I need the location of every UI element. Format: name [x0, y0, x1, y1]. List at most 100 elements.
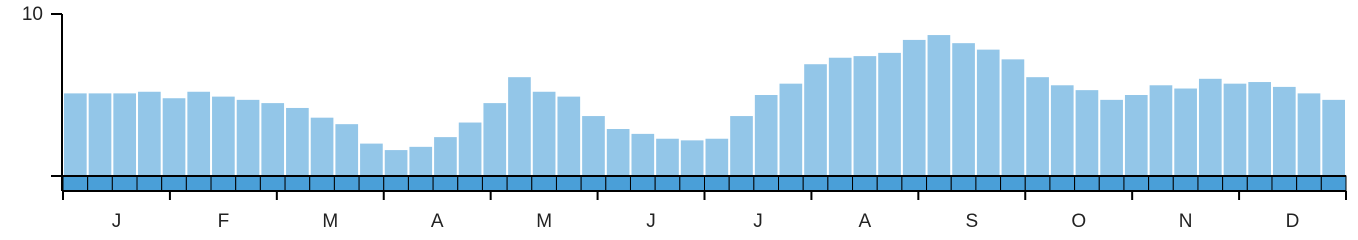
- week-cell: [901, 175, 928, 192]
- week-cell: [827, 175, 854, 192]
- bar: [409, 146, 433, 176]
- bar: [360, 143, 383, 176]
- x-tick-label: J: [646, 211, 656, 232]
- week-cell: [975, 175, 1002, 192]
- bar: [88, 93, 112, 176]
- bar: [1272, 86, 1296, 176]
- bar: [754, 95, 778, 176]
- bar: [902, 39, 926, 176]
- week-cell: [1074, 175, 1100, 192]
- bar: [1149, 85, 1173, 176]
- week-cell: [1222, 175, 1248, 192]
- bar: [730, 116, 753, 176]
- bar: [113, 93, 137, 176]
- week-cell: [679, 175, 705, 192]
- week-cell: [1246, 175, 1273, 192]
- bar: [1297, 93, 1321, 176]
- week-cell: [728, 175, 755, 192]
- bar: [804, 64, 827, 176]
- week-cell: [111, 175, 138, 192]
- x-tick-label: J: [753, 211, 763, 232]
- bar: [1198, 78, 1222, 176]
- bar: [1001, 59, 1025, 176]
- week-cell: [259, 175, 286, 192]
- bar: [606, 129, 630, 176]
- week-cell: [457, 175, 483, 192]
- x-tick-label: S: [965, 211, 978, 232]
- bar: [310, 117, 334, 176]
- week-cell: [383, 175, 409, 192]
- bar: [1124, 95, 1148, 176]
- week-cell: [333, 175, 360, 192]
- bar: [705, 138, 729, 176]
- bar: [187, 91, 211, 176]
- week-cell: [555, 175, 582, 192]
- week-cell: [1098, 175, 1125, 192]
- bar: [458, 122, 482, 176]
- bar: [927, 35, 951, 177]
- bar: [828, 57, 852, 176]
- x-tick-label: F: [218, 211, 230, 232]
- y-tick-label: 10: [22, 4, 43, 25]
- bar: [853, 56, 877, 177]
- week-cell: [210, 175, 237, 192]
- bar: [1223, 83, 1247, 176]
- bar: [1026, 77, 1049, 176]
- week-cell: [629, 175, 656, 192]
- bar: [1248, 82, 1271, 176]
- week-cell: [235, 175, 261, 192]
- bar: [557, 96, 581, 176]
- bar: [976, 49, 1000, 176]
- bar: [508, 77, 531, 176]
- bar: [64, 93, 87, 176]
- week-cell: [531, 175, 557, 192]
- week-cell: [580, 175, 607, 192]
- bar: [656, 138, 679, 176]
- bar: [680, 140, 704, 176]
- bar: [631, 133, 655, 176]
- week-cell: [778, 175, 804, 192]
- week-cell: [950, 175, 977, 192]
- week-cell: [753, 175, 780, 192]
- bar: [335, 124, 359, 176]
- bar: [1075, 90, 1099, 176]
- week-cell: [1271, 175, 1298, 192]
- bar: [286, 107, 309, 176]
- bar: [779, 83, 803, 176]
- week-cell: [481, 175, 508, 192]
- bar: [582, 116, 605, 176]
- week-cell: [87, 175, 113, 192]
- week-cell: [654, 175, 681, 192]
- week-cell: [407, 175, 434, 192]
- bar: [1174, 88, 1197, 176]
- week-cell: [1197, 175, 1224, 192]
- week-cell: [506, 175, 533, 192]
- x-tick-label: O: [1071, 211, 1086, 232]
- x-tick-label: A: [859, 211, 872, 232]
- week-cell: [802, 175, 829, 192]
- week-cell: [1049, 175, 1076, 192]
- bar: [162, 98, 186, 176]
- bar: [1322, 99, 1345, 176]
- bar: [952, 43, 975, 176]
- week-cell: [876, 175, 903, 192]
- x-tick-label: M: [322, 211, 338, 232]
- bar: [1100, 99, 1123, 176]
- week-cell: [1148, 175, 1174, 192]
- week-cell: [358, 175, 385, 192]
- week-cell: [1320, 175, 1347, 192]
- x-tick-label: A: [431, 211, 444, 232]
- week-cell: [161, 175, 187, 192]
- bar: [261, 103, 285, 176]
- bar: [212, 96, 235, 176]
- bar: [434, 137, 457, 176]
- bar: [138, 91, 161, 176]
- week-cell: [605, 175, 631, 192]
- week-cell: [926, 175, 952, 192]
- bar: [532, 91, 556, 176]
- week-cell: [136, 175, 163, 192]
- week-cell: [1296, 175, 1322, 192]
- week-cell: [1123, 175, 1150, 192]
- bar: [236, 99, 260, 176]
